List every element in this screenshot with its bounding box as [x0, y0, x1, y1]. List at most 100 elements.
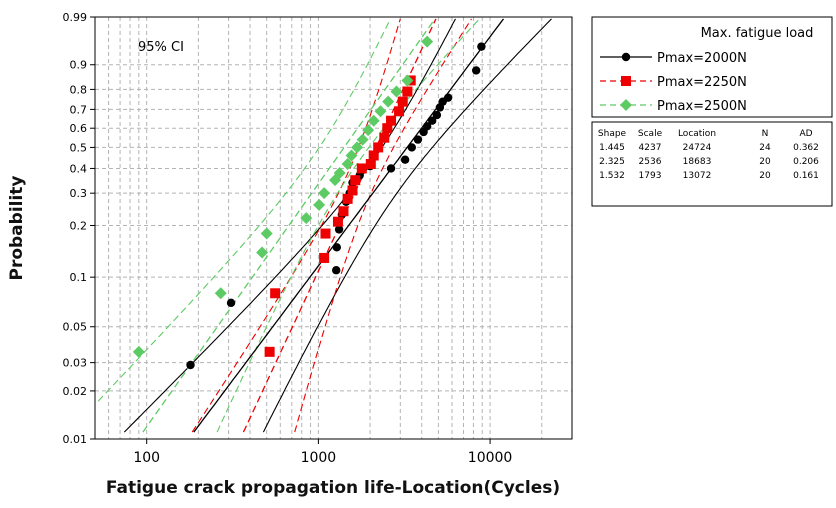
data-point-square [402, 86, 413, 97]
ci-upper-band [216, 18, 480, 433]
data-point-square [386, 115, 397, 126]
data-point-diamond [333, 167, 346, 180]
data-point-square [319, 252, 330, 263]
data-point-circle [186, 360, 195, 370]
stats-cell: 2536 [639, 157, 662, 167]
ci-annotation: 95% CI [138, 40, 184, 55]
legend-marker [621, 76, 631, 86]
data-point-square [394, 106, 405, 117]
data-point-diamond [401, 74, 414, 87]
stats-header: AD [799, 129, 812, 139]
ci-lower-band [191, 18, 401, 433]
data-point-square [338, 206, 349, 217]
data-point-circle [427, 116, 437, 125]
data-point-square [373, 142, 384, 153]
data-point-square [342, 193, 353, 204]
y-tick-label: 0.7 [70, 103, 88, 116]
stats-cell: 1.445 [599, 143, 625, 153]
data-point-diamond [300, 212, 313, 225]
stats-cell: 0.362 [793, 143, 819, 153]
data-point-circle [332, 243, 341, 252]
y-tick-label: 0.6 [70, 122, 88, 135]
axis-ticks: 0.01 0.02 0.03 0.05 0.1 0.2 0.3 0.4 0.5 0.6 0.7 0.8… [63, 11, 513, 466]
legend-label: Pmax=2000N [657, 51, 747, 66]
stats-cell: 1793 [639, 171, 662, 181]
data-point-diamond [260, 227, 273, 240]
stats-cell: 0.161 [793, 171, 819, 181]
y-tick-label: 0.1 [70, 271, 88, 284]
y-tick-label: 0.4 [70, 162, 88, 175]
data-point-circle [432, 110, 442, 120]
y-tick-label: 0.02 [63, 385, 88, 398]
data-point-diamond [382, 95, 395, 108]
data-point-diamond [390, 85, 403, 98]
data-point-diamond [341, 158, 354, 171]
data-point-square [397, 96, 408, 107]
ci-upper-band [262, 18, 552, 433]
data-point-diamond [214, 287, 227, 300]
stats-cell: 13072 [683, 171, 712, 181]
stats-cell: 18683 [683, 157, 712, 167]
data-point-diamond [421, 35, 434, 48]
stats-cell: 20 [759, 171, 771, 181]
stats-cell: 24724 [683, 143, 712, 153]
data-point-diamond [356, 133, 369, 146]
data-points [132, 35, 486, 370]
plot-frame [94, 16, 573, 440]
legend-title: Max. fatigue load [701, 26, 814, 41]
stats-header: Scale [638, 129, 663, 139]
legend-label: Pmax=2500N [657, 99, 747, 114]
legend: Max. fatigue load Pmax=2000N Pmax=2250N Pm… [591, 16, 833, 118]
data-point-square [382, 123, 393, 134]
ci-lower-band [97, 18, 391, 402]
x-tick-label: 1000 [301, 450, 337, 466]
data-point-circle [226, 298, 236, 308]
data-point-diamond [318, 187, 331, 200]
legend-marker [620, 99, 632, 111]
fit-line [193, 18, 505, 433]
y-tick-label: 0.3 [70, 187, 88, 200]
grid [95, 16, 572, 440]
legend-marker [621, 52, 631, 62]
data-point-diamond [256, 246, 269, 259]
data-point-square [356, 163, 367, 174]
y-tick-label: 0.03 [63, 357, 88, 370]
data-point-diamond [362, 124, 375, 137]
y-axis-title: Probability [7, 175, 27, 280]
stats-cell: 1.532 [599, 171, 625, 181]
data-point-square [365, 159, 376, 170]
data-point-circle [334, 225, 344, 234]
data-point-diamond [374, 105, 387, 118]
data-point-circle [332, 266, 341, 275]
data-point-circle [386, 164, 396, 173]
x-tick-label: 100 [133, 450, 160, 466]
y-tick-label: 0.99 [63, 11, 88, 24]
data-point-square [350, 175, 361, 186]
data-point-square [270, 288, 281, 299]
data-point-square [332, 216, 343, 227]
y-tick-label: 0.05 [63, 321, 88, 334]
data-point-circle [477, 42, 486, 51]
stats-table: Shape Scale Location N AD 1.445 4237 24724 24 0.3… [591, 121, 833, 207]
data-point-diamond [132, 345, 145, 358]
y-tick-label: 0.8 [70, 83, 88, 96]
fit-line [142, 18, 436, 433]
stats-header: Shape [598, 129, 627, 139]
stats-header: Location [678, 129, 716, 139]
data-point-square [379, 132, 390, 143]
data-point-square [347, 185, 358, 196]
data-point-circle [443, 93, 453, 102]
data-point-circle [422, 122, 432, 131]
stats-header: N [762, 129, 769, 139]
legend-box [591, 16, 833, 118]
y-tick-label: 0.01 [63, 433, 88, 446]
stats-cell: 20 [759, 157, 771, 167]
stats-table-box [591, 121, 833, 207]
data-point-diamond [345, 149, 358, 162]
data-point-diamond [367, 114, 380, 127]
x-axis-title: Fatigue crack propagation life-Location(… [106, 478, 560, 498]
legend-label: Pmax=2250N [657, 75, 747, 90]
stats-cell: 0.206 [793, 157, 819, 167]
